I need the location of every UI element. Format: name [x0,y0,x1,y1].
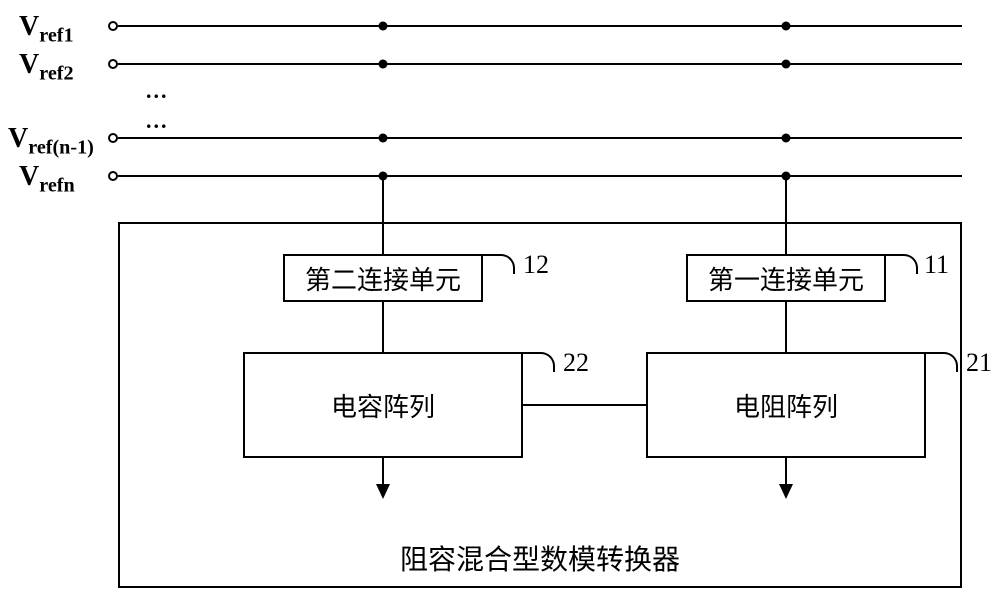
terminal-vref2 [108,59,118,69]
refnum-11: 11 [924,250,949,280]
lead-conn1 [886,254,918,274]
conn2-to-cap [382,302,384,352]
rail-vrefn [118,175,962,177]
drop-col1 [785,176,787,254]
rail-vref1 [118,25,962,27]
cap-out-arrow [376,484,390,499]
terminal-vrefn1 [108,133,118,143]
ellipsis-top: ... [146,78,169,104]
cap-to-res [523,404,646,406]
cap-out [382,458,384,484]
block-conn2: 第二连接单元 [283,254,483,302]
lead-cap [523,352,555,372]
block-conn1-label: 第一连接单元 [708,260,864,297]
res-out-arrow [779,484,793,499]
block-cap: 电容阵列 [243,352,523,458]
refnum-22: 22 [563,348,589,378]
refnum-12: 12 [523,250,549,280]
conn1-to-res [785,302,787,352]
junction-c1-r2 [782,60,791,69]
label-vref2: Vref2 [19,49,74,86]
label-vrefn: Vrefn [19,161,75,198]
rail-vrefn1 [118,137,962,139]
res-out [785,458,787,484]
block-res-label: 电阻阵列 [734,387,838,424]
rail-vref2 [118,63,962,65]
block-res: 电阻阵列 [646,352,926,458]
junction-c2-r1 [379,22,388,31]
label-vrefn1: Vref(n-1) [8,123,94,160]
diagram-title: 阻容混合型数模转换器 [380,538,700,578]
junction-c2-r3 [379,134,388,143]
block-cap-label: 电容阵列 [331,387,435,424]
lead-res [926,352,958,372]
ellipsis-mid: ... [146,108,169,134]
junction-c1-r3 [782,134,791,143]
junction-c1-r1 [782,22,791,31]
refnum-21: 21 [966,348,992,378]
block-conn2-label: 第二连接单元 [305,260,461,297]
label-vref1: Vref1 [19,11,74,48]
terminal-vref1 [108,21,118,31]
lead-conn2 [483,254,515,274]
terminal-vrefn [108,171,118,181]
block-conn1: 第一连接单元 [686,254,886,302]
drop-col2 [382,176,384,254]
junction-c2-r2 [379,60,388,69]
